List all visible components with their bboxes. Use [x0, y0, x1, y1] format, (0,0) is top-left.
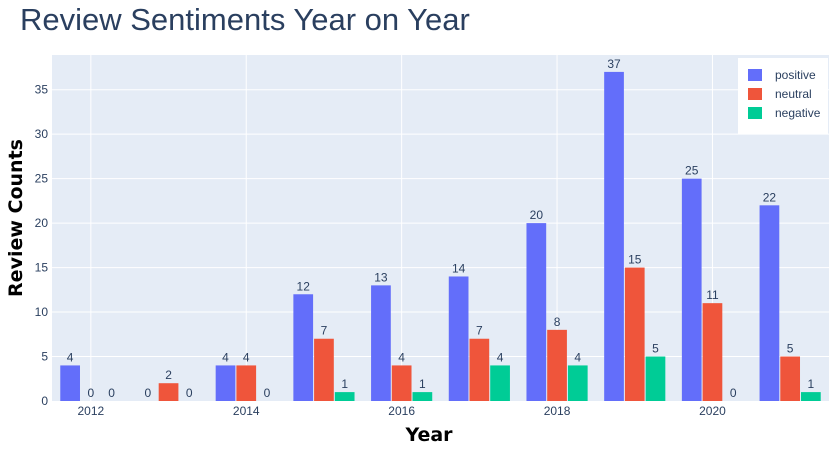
legend-swatch-negative [748, 107, 762, 119]
bar-neutral-2021 [780, 356, 801, 401]
bar-positive-2012 [60, 365, 80, 401]
data-label-positive-2013: 0 [144, 386, 151, 400]
bar-neutral-2016 [391, 365, 412, 401]
bar-negative-2016 [412, 392, 433, 401]
bar-neutral-2018 [547, 329, 567, 401]
bar-neutral-2020 [702, 303, 723, 401]
bar-positive-2014 [215, 365, 236, 401]
data-label-positive-2014: 4 [222, 350, 229, 364]
data-label-negative-2013: 0 [186, 386, 193, 400]
bar-negative-2018 [567, 365, 588, 401]
bar-positive-2019 [604, 71, 624, 401]
data-label-negative-2015: 1 [341, 377, 348, 391]
data-label-negative-2021: 1 [808, 377, 815, 391]
bar-neutral-2014 [236, 365, 257, 401]
legend-swatch-neutral [748, 88, 762, 100]
bar-positive-2021 [759, 205, 780, 401]
y-axis-title: Review Counts [5, 139, 27, 297]
data-label-positive-2021: 22 [763, 190, 777, 204]
y-tick-label: 35 [35, 83, 49, 97]
x-tick-label: 2012 [77, 404, 104, 418]
data-label-positive-2017: 14 [452, 261, 466, 275]
y-tick-label: 25 [35, 172, 49, 186]
bar-positive-2016 [371, 285, 391, 401]
data-label-positive-2015: 12 [297, 279, 311, 293]
legend[interactable]: positive neutral negative [738, 58, 828, 134]
data-label-neutral-2013: 2 [165, 368, 172, 382]
data-label-negative-2016: 1 [419, 377, 426, 391]
data-label-neutral-2017: 7 [476, 324, 483, 338]
y-tick-label: 0 [41, 394, 48, 408]
data-label-positive-2019: 37 [607, 57, 621, 71]
data-label-positive-2012: 4 [67, 350, 74, 364]
data-label-neutral-2021: 5 [787, 342, 794, 356]
bar-neutral-2015 [314, 338, 334, 401]
data-label-neutral-2019: 15 [628, 253, 642, 267]
data-label-positive-2020: 25 [685, 164, 699, 178]
data-label-neutral-2014: 4 [243, 350, 250, 364]
data-label-negative-2014: 0 [264, 386, 271, 400]
y-tick-label: 30 [35, 127, 49, 141]
data-label-positive-2018: 20 [530, 208, 544, 222]
y-tick-label: 15 [35, 261, 49, 275]
bar-positive-2017 [448, 276, 469, 401]
data-label-negative-2020: 0 [730, 386, 737, 400]
data-label-neutral-2018: 8 [554, 315, 561, 329]
bar-positive-2015 [293, 294, 314, 401]
legend-swatch-positive [748, 69, 762, 81]
data-label-neutral-2016: 4 [398, 350, 405, 364]
legend-label-negative: negative [775, 106, 821, 120]
x-tick-label: 2020 [699, 404, 726, 418]
y-axis-ticks: 0 5 10 15 20 25 30 35 [35, 83, 49, 408]
y-tick-label: 5 [41, 350, 48, 364]
bar-positive-2018 [526, 223, 547, 401]
x-axis-ticks: 2012 2014 2016 2018 2020 [77, 404, 726, 418]
bars [60, 71, 821, 401]
data-label-neutral-2020: 11 [706, 288, 719, 302]
bar-neutral-2013 [158, 383, 179, 401]
data-label-positive-2016: 13 [374, 270, 388, 284]
bar-negative-2019 [645, 356, 666, 401]
chart-title: Review Sentiments Year on Year [20, 2, 470, 37]
x-tick-label: 2014 [233, 404, 260, 418]
x-tick-label: 2016 [388, 404, 415, 418]
bar-negative-2021 [801, 392, 821, 401]
data-label-neutral-2015: 7 [321, 324, 328, 338]
data-label-negative-2012: 0 [108, 386, 115, 400]
x-tick-label: 2018 [544, 404, 571, 418]
bar-negative-2017 [490, 365, 510, 401]
data-label-negative-2017: 4 [497, 350, 504, 364]
bar-positive-2020 [681, 178, 702, 401]
bar-neutral-2019 [624, 267, 645, 401]
x-axis-title: Year [404, 424, 453, 446]
bar-neutral-2017 [469, 338, 490, 401]
data-label-neutral-2012: 0 [88, 386, 95, 400]
data-label-negative-2018: 4 [574, 350, 581, 364]
legend-label-neutral: neutral [775, 87, 812, 101]
bar-negative-2015 [334, 392, 355, 401]
y-tick-label: 20 [35, 216, 49, 230]
data-label-negative-2019: 5 [652, 342, 659, 356]
y-tick-label: 10 [35, 305, 49, 319]
legend-label-positive: positive [775, 68, 816, 82]
